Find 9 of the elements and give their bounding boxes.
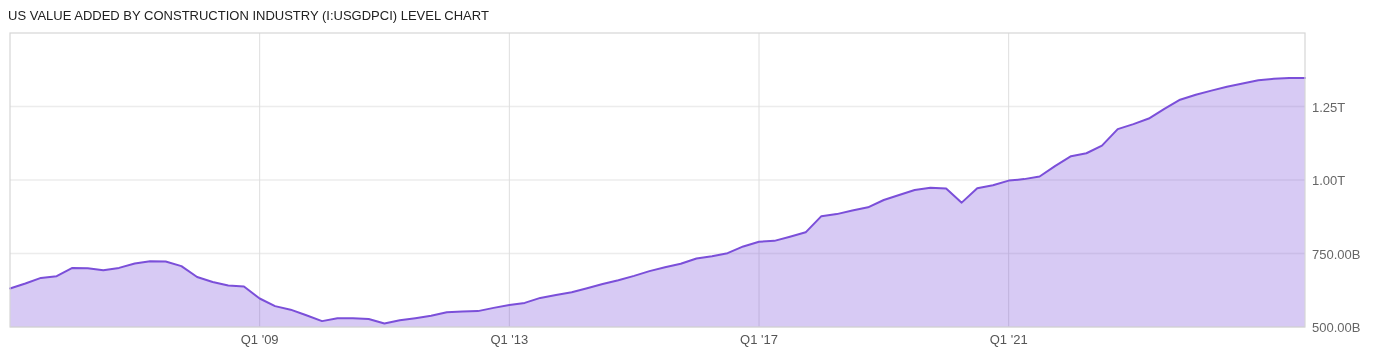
y-tick-label: 750.00B — [1312, 246, 1361, 262]
x-tick-label: Q1 '17 — [740, 332, 778, 347]
x-tick-label: Q1 '13 — [490, 332, 529, 347]
y-tick-label: 1.00T — [1312, 173, 1346, 188]
x-tick-label: Q1 '09 — [240, 332, 279, 347]
y-tick-label: 1.25T — [1312, 99, 1346, 115]
x-tick-label: Q1 '21 — [989, 332, 1028, 347]
chart-title: US VALUE ADDED BY CONSTRUCTION INDUSTRY (I:USGDPCI) LEVEL CHART — [8, 8, 489, 23]
y-tick-label: 500.00B — [1312, 320, 1361, 335]
